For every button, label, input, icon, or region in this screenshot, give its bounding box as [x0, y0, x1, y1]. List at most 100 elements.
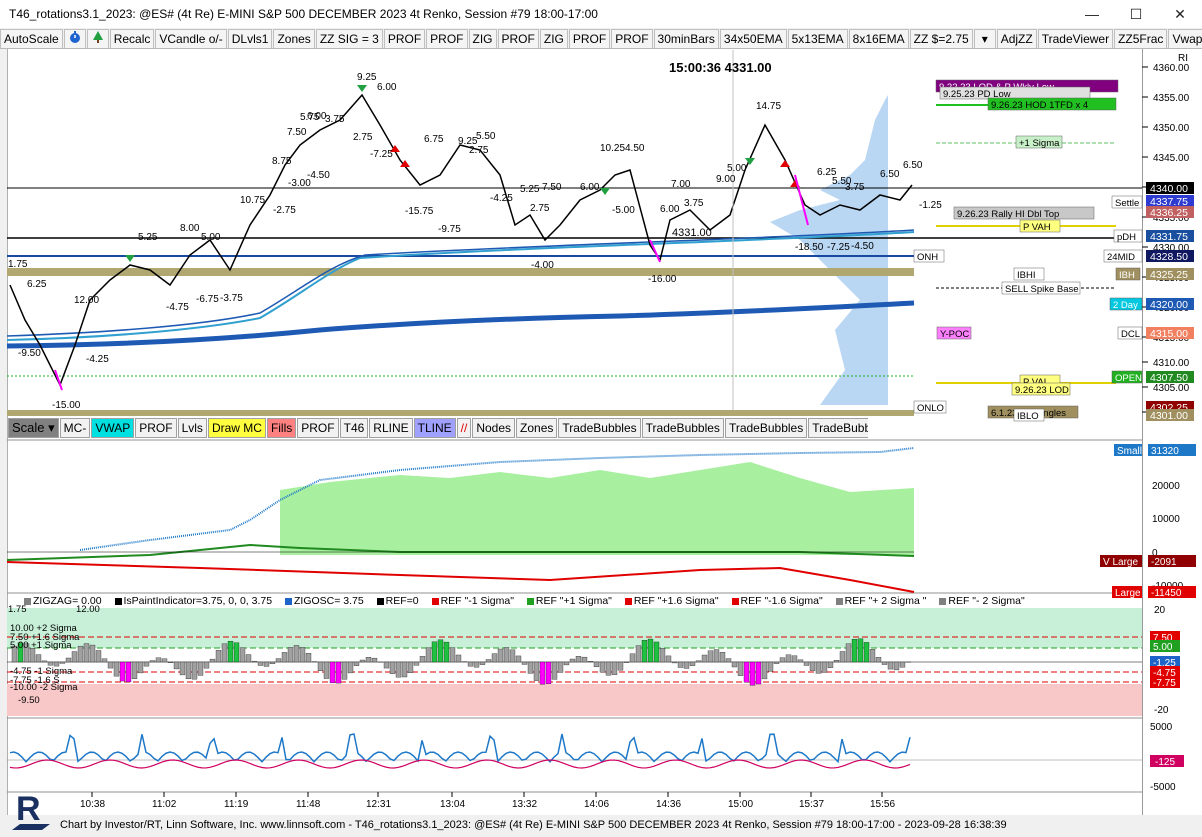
price-annotation: 4.50: [625, 143, 645, 154]
osc-bar: [264, 662, 269, 666]
price-annotation: -4.25: [86, 354, 109, 365]
time-tick-label: 14:06: [584, 799, 609, 810]
panel2-tick: 10000: [1152, 514, 1180, 525]
level-label: 9.26.23 Rally HI Dbl Top: [957, 209, 1059, 220]
osc-bar: [660, 648, 665, 662]
osc-bar: [486, 659, 491, 662]
price-annotation: -18.50: [795, 242, 824, 253]
osc-bar: [102, 659, 107, 662]
legend-ref-p2: REF "+ 2 Sigma ": [836, 595, 932, 607]
t46-button[interactable]: T46: [340, 418, 369, 438]
time-tick-label: 15:56: [870, 799, 895, 810]
panel3-left-label: -10.00 -2 Sigma: [10, 682, 78, 693]
panel2-tag-label: V Large: [1103, 557, 1138, 568]
osc-bar: [852, 639, 857, 662]
price-annotation: 6.00: [580, 182, 600, 193]
osc-bar: [492, 654, 497, 662]
level-label: 2 Day: [1113, 300, 1138, 311]
tline-button[interactable]: TLINE: [414, 418, 456, 438]
osc-bar: [156, 658, 161, 662]
panel2-tag-label: -11450: [1151, 588, 1182, 599]
price-annotation: 9.25: [357, 72, 377, 83]
price-annotation: -9.75: [438, 224, 461, 235]
time-tick-label: 15:37: [799, 799, 824, 810]
price-tag-label: 4325.25: [1150, 269, 1188, 281]
lvls-button[interactable]: Lvls: [178, 418, 207, 438]
osc-bar: [258, 662, 263, 665]
price-annotation: -15.00: [52, 400, 81, 411]
osc-bar: [816, 662, 821, 673]
price-annotation: -6.75: [196, 294, 219, 305]
scale-dropdown[interactable]: Scale ▾: [8, 418, 59, 438]
nodes-button[interactable]: Nodes: [472, 418, 515, 438]
price-annotation: 6.50: [903, 160, 923, 171]
prof-button[interactable]: PROF: [135, 418, 176, 438]
osc-bar: [360, 660, 365, 662]
price-annotation: -4.75: [166, 302, 189, 313]
level-ibh-band: [7, 268, 914, 276]
osc-bar: [684, 662, 689, 668]
osc-bar: [648, 639, 653, 662]
osc-bar: [144, 662, 149, 666]
level-label: pDH: [1117, 232, 1136, 243]
rline-button[interactable]: RLINE: [369, 418, 412, 438]
prof-button-2[interactable]: PROF: [297, 418, 338, 438]
level-label: 24MID: [1107, 252, 1135, 263]
price-tag-label: 4331.75: [1150, 231, 1188, 243]
osc-bar: [732, 662, 737, 667]
price-annotation: 3.75: [845, 182, 865, 193]
zones-button[interactable]: Zones: [516, 418, 557, 438]
time-tick-label: 15:00: [728, 799, 753, 810]
legend-ref0: REF=0: [377, 595, 424, 607]
fills-button[interactable]: Fills: [267, 418, 296, 438]
price-annotation: -5.00: [612, 205, 635, 216]
tradebubbles-button-3[interactable]: TradeBubbles: [725, 418, 807, 438]
osc-bar: [780, 658, 785, 662]
osc-bar: [408, 662, 413, 673]
osc-bar: [198, 662, 203, 675]
osc-bar: [870, 649, 875, 662]
osc-bar: [630, 654, 635, 662]
level-label: SELL Spike Base: [1005, 284, 1079, 295]
mc-button[interactable]: MC-: [60, 418, 91, 438]
ma-light-line: [7, 232, 914, 340]
osc-bar: [756, 662, 761, 684]
osc-bar: [348, 662, 353, 673]
osc-bar: [114, 662, 119, 676]
osc-bar: [762, 662, 767, 679]
tradebubbles-button-2[interactable]: TradeBubbles: [642, 418, 724, 438]
price-annotation: 6.25: [27, 279, 47, 290]
osc-bar: [858, 639, 863, 662]
osc-bar: [60, 662, 65, 663]
vwap-button[interactable]: VWAP: [91, 418, 134, 438]
tradebubbles-button-1[interactable]: TradeBubbles: [558, 418, 640, 438]
panel2-area: [280, 462, 914, 555]
panel-divider: [7, 410, 914, 416]
draw-mc-button[interactable]: Draw MC: [208, 418, 266, 438]
osc-bar: [834, 660, 839, 662]
price-annotation: -16.00: [648, 274, 677, 285]
panel4-line: [10, 734, 910, 762]
time-tick-label: 11:19: [224, 799, 249, 810]
price-annotation: 10.75: [240, 195, 265, 206]
osc-bar: [108, 662, 113, 668]
osc-bar: [354, 662, 359, 666]
osc-bar: [678, 662, 683, 667]
panel4-line-2: [10, 760, 910, 768]
osc-bar: [594, 662, 599, 667]
panel3-tick: 20: [1154, 605, 1166, 616]
osc-bar: [798, 660, 803, 662]
spike-line: [55, 370, 62, 390]
price-annotation: -4.00: [531, 260, 554, 271]
panel2-tag-label: 31320: [1151, 446, 1179, 457]
line-tool-icon[interactable]: //: [457, 418, 472, 438]
tradebubbles-button-4[interactable]: TradeBubbles: [808, 418, 868, 438]
osc-bar: [810, 662, 815, 671]
panel3-left-label: -9.50: [18, 695, 40, 706]
panel3-left-label: 5.00 +1 Sigma: [10, 640, 72, 651]
price-tag-label: 4328.50: [1150, 251, 1188, 263]
osc-bar: [774, 662, 779, 664]
price-tick-label: 4305.00: [1153, 383, 1190, 394]
